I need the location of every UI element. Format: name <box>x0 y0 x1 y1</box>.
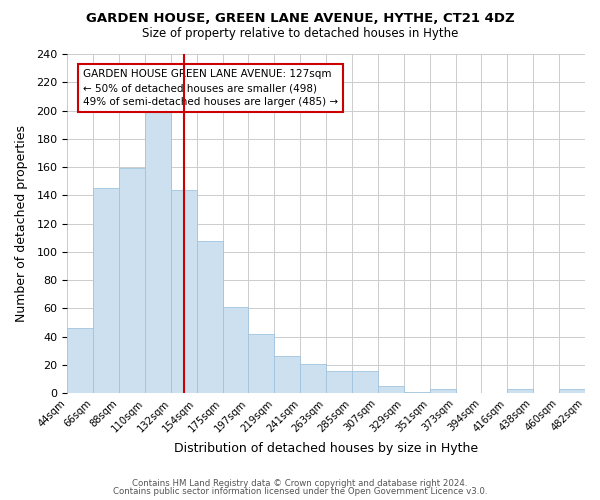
Bar <box>508 389 533 393</box>
Bar <box>93 188 119 393</box>
Text: Contains public sector information licensed under the Open Government Licence v3: Contains public sector information licen… <box>113 487 487 496</box>
Bar <box>248 334 274 393</box>
Bar <box>326 370 352 393</box>
Text: GARDEN HOUSE GREEN LANE AVENUE: 127sqm
← 50% of detached houses are smaller (498: GARDEN HOUSE GREEN LANE AVENUE: 127sqm ←… <box>83 70 338 108</box>
Bar <box>300 364 326 393</box>
Bar <box>171 190 197 393</box>
Bar <box>352 370 378 393</box>
Text: Contains HM Land Registry data © Crown copyright and database right 2024.: Contains HM Land Registry data © Crown c… <box>132 478 468 488</box>
Bar <box>223 307 248 393</box>
Bar <box>274 356 300 393</box>
Text: GARDEN HOUSE, GREEN LANE AVENUE, HYTHE, CT21 4DZ: GARDEN HOUSE, GREEN LANE AVENUE, HYTHE, … <box>86 12 514 26</box>
Bar <box>197 240 223 393</box>
Y-axis label: Number of detached properties: Number of detached properties <box>15 125 28 322</box>
Bar <box>119 168 145 393</box>
Bar <box>430 389 455 393</box>
Bar <box>404 392 430 393</box>
Bar <box>378 386 404 393</box>
X-axis label: Distribution of detached houses by size in Hythe: Distribution of detached houses by size … <box>174 442 478 455</box>
Text: Size of property relative to detached houses in Hythe: Size of property relative to detached ho… <box>142 28 458 40</box>
Bar <box>145 109 171 393</box>
Bar <box>559 389 585 393</box>
Bar <box>67 328 93 393</box>
